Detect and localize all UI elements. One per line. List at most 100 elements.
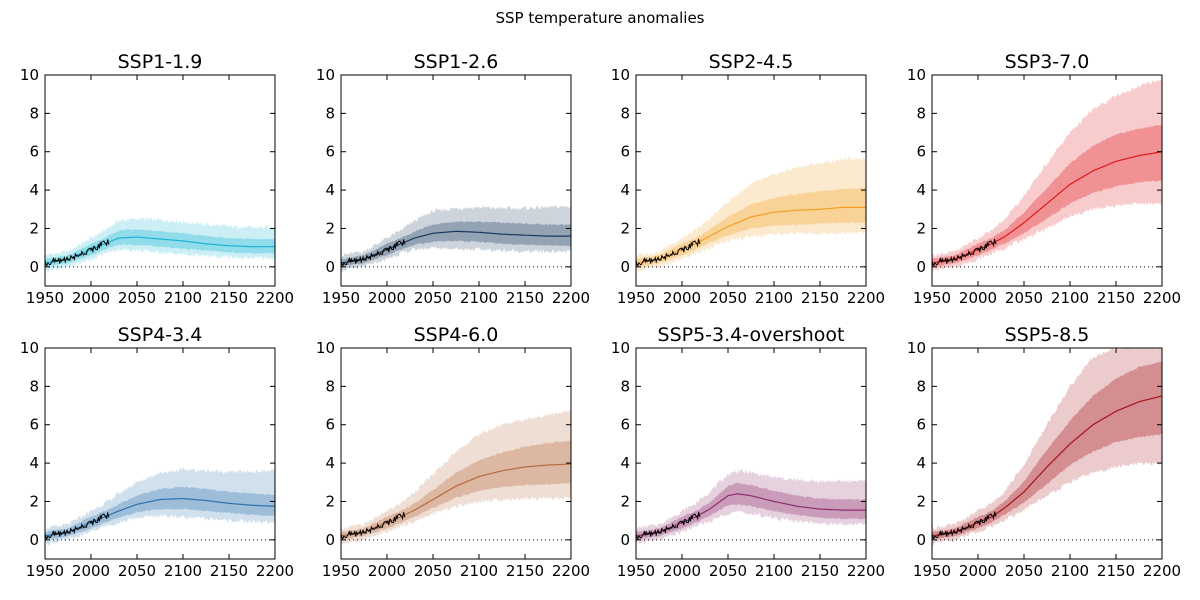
x-tick-label: 1950: [913, 289, 951, 307]
y-tick-label: 10: [611, 339, 630, 357]
x-tick-label: 2200: [256, 562, 294, 580]
y-tick-label: 0: [620, 258, 630, 276]
x-tick-label: 2150: [506, 289, 544, 307]
x-tick-label: 2150: [1097, 289, 1135, 307]
axes-frame: [931, 74, 1163, 287]
axes-frame: [340, 347, 572, 560]
y-tick-label: 2: [325, 219, 335, 237]
median-line: [932, 395, 1162, 537]
panel-ssp1-1-9: 1950 2000 2050 2100 2150 2200 0 2 4 6 8 10 SSP1-1.9: [20, 51, 294, 307]
panel-title: SSP5-8.5: [1005, 324, 1090, 346]
band-17-83: [45, 228, 275, 267]
y-tick-label: 6: [29, 416, 39, 434]
band-17-83: [932, 361, 1162, 540]
x-tick-label: 2200: [847, 562, 885, 580]
plot-area: [341, 205, 571, 273]
y-tick-label: 6: [325, 416, 335, 434]
y-tick-label: 10: [316, 66, 335, 84]
x-tick-label: 2100: [164, 562, 202, 580]
x-tick-label: 2000: [663, 289, 701, 307]
x-tick-label: 2050: [1005, 562, 1043, 580]
y-tick-label: 2: [325, 492, 335, 510]
y-tick-label: 8: [916, 104, 926, 122]
y-tick-label: 4: [325, 454, 335, 472]
y-tick-label: 4: [29, 454, 39, 472]
panel-ssp2-4-5: 1950 2000 2050 2100 2150 2200 0 2 4 6 8 10 SSP2-4.5: [611, 51, 885, 307]
axes-frame: [340, 74, 572, 287]
observed-line: [341, 512, 406, 540]
x-tick-label: 2100: [755, 289, 793, 307]
plot-area: [45, 217, 275, 273]
panel-ssp5-8-5: 1950 2000 2050 2100 2150 2200 0 2 4 6 8 10 SSP5-8.5: [907, 324, 1181, 580]
x-tick-label: 2100: [755, 562, 793, 580]
band-17-83: [636, 187, 866, 267]
panel-title: SSP4-6.0: [414, 324, 499, 346]
x-tick-label: 2200: [1143, 289, 1181, 307]
y-tick-label: 2: [916, 219, 926, 237]
plot-area: [932, 78, 1162, 273]
plot-area: [636, 469, 866, 545]
median-line: [45, 236, 275, 264]
x-tick-label: 1950: [322, 289, 360, 307]
y-tick-label: 6: [29, 143, 39, 161]
band-5-95: [932, 348, 1162, 546]
median-line: [636, 206, 866, 264]
x-tick-label: 2000: [368, 289, 406, 307]
panel-title: SSP1-1.9: [118, 51, 203, 73]
plot-area: [932, 348, 1162, 546]
observed-line: [45, 512, 110, 540]
x-tick-label: 1950: [322, 562, 360, 580]
y-tick-label: 0: [620, 531, 630, 549]
axes-frame: [635, 74, 867, 287]
y-tick-label: 10: [20, 66, 39, 84]
y-tick-label: 6: [916, 143, 926, 161]
x-tick-label: 2100: [1051, 289, 1089, 307]
observed-line: [636, 511, 701, 540]
x-tick-label: 2200: [847, 289, 885, 307]
x-tick-label: 2200: [256, 289, 294, 307]
band-5-95: [636, 156, 866, 273]
y-tick-label: 8: [29, 104, 39, 122]
y-tick-label: 8: [620, 377, 630, 395]
axes-frame: [44, 74, 276, 287]
x-tick-label: 2150: [210, 289, 248, 307]
y-tick-label: 0: [29, 258, 39, 276]
band-5-95: [932, 78, 1162, 273]
y-tick-label: 6: [620, 416, 630, 434]
x-tick-label: 2050: [709, 289, 747, 307]
median-line: [341, 463, 571, 537]
x-tick-label: 2000: [72, 289, 110, 307]
x-tick-label: 1950: [26, 289, 64, 307]
x-tick-label: 2000: [72, 562, 110, 580]
panel-title: SSP2-4.5: [709, 51, 794, 73]
panel-title: SSP3-7.0: [1005, 51, 1090, 73]
plot-area: [45, 467, 275, 546]
band-5-95: [341, 205, 571, 273]
x-tick-label: 2200: [1143, 562, 1181, 580]
x-tick-label: 2050: [1005, 289, 1043, 307]
plot-area: [636, 156, 866, 273]
y-tick-label: 10: [907, 66, 926, 84]
x-tick-label: 2100: [1051, 562, 1089, 580]
x-tick-label: 1950: [26, 562, 64, 580]
y-tick-label: 6: [325, 143, 335, 161]
y-tick-label: 4: [325, 181, 335, 199]
band-17-83: [45, 486, 275, 540]
median-line: [636, 493, 866, 537]
band-17-83: [341, 440, 571, 541]
panel-title: SSP1-2.6: [414, 51, 499, 73]
x-tick-label: 2050: [414, 289, 452, 307]
observed-line: [932, 511, 997, 540]
axes-frame: [931, 347, 1163, 560]
panel-ssp4-6-0: 1950 2000 2050 2100 2150 2200 0 2 4 6 8 10 SSP4-6.0: [316, 324, 590, 580]
observed-line: [341, 239, 406, 267]
x-tick-label: 2200: [552, 289, 590, 307]
x-tick-label: 1950: [617, 289, 655, 307]
y-tick-label: 10: [611, 66, 630, 84]
x-tick-label: 2150: [506, 562, 544, 580]
panel-ssp3-7-0: 1950 2000 2050 2100 2150 2200 0 2 4 6 8 10 SSP3-7.0: [907, 51, 1181, 307]
y-tick-label: 0: [325, 531, 335, 549]
y-tick-label: 2: [620, 219, 630, 237]
x-tick-label: 1950: [913, 562, 951, 580]
